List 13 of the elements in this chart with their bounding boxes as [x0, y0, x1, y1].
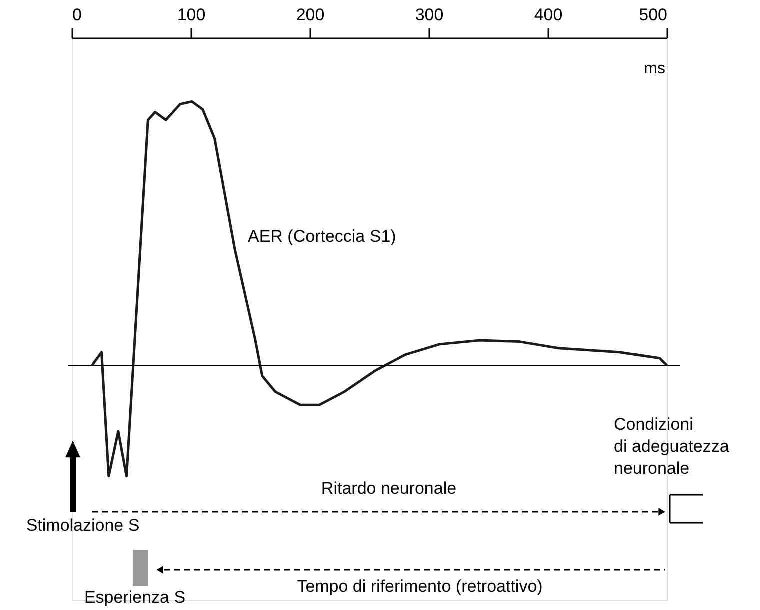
x-axis-title: ms: [644, 60, 666, 78]
annotation: Condizioni di adeguatezza neuronale: [614, 415, 730, 478]
text: Stimolazione S: [26, 516, 140, 535]
text: Esperienza S: [84, 588, 186, 607]
x-tick-label: 400: [534, 6, 563, 24]
x-tick-label: 500: [639, 6, 668, 24]
annotation: AER (Corteccia S1): [248, 227, 396, 246]
x-tick-label: 100: [177, 6, 206, 24]
x-tick-label: 300: [415, 6, 444, 24]
text: Ritardo neuronale: [321, 479, 457, 498]
text: Tempo di riferimento (retroattivo): [297, 577, 543, 596]
x-tick-label: 0: [72, 6, 82, 24]
x-tick-label: 200: [296, 6, 325, 24]
